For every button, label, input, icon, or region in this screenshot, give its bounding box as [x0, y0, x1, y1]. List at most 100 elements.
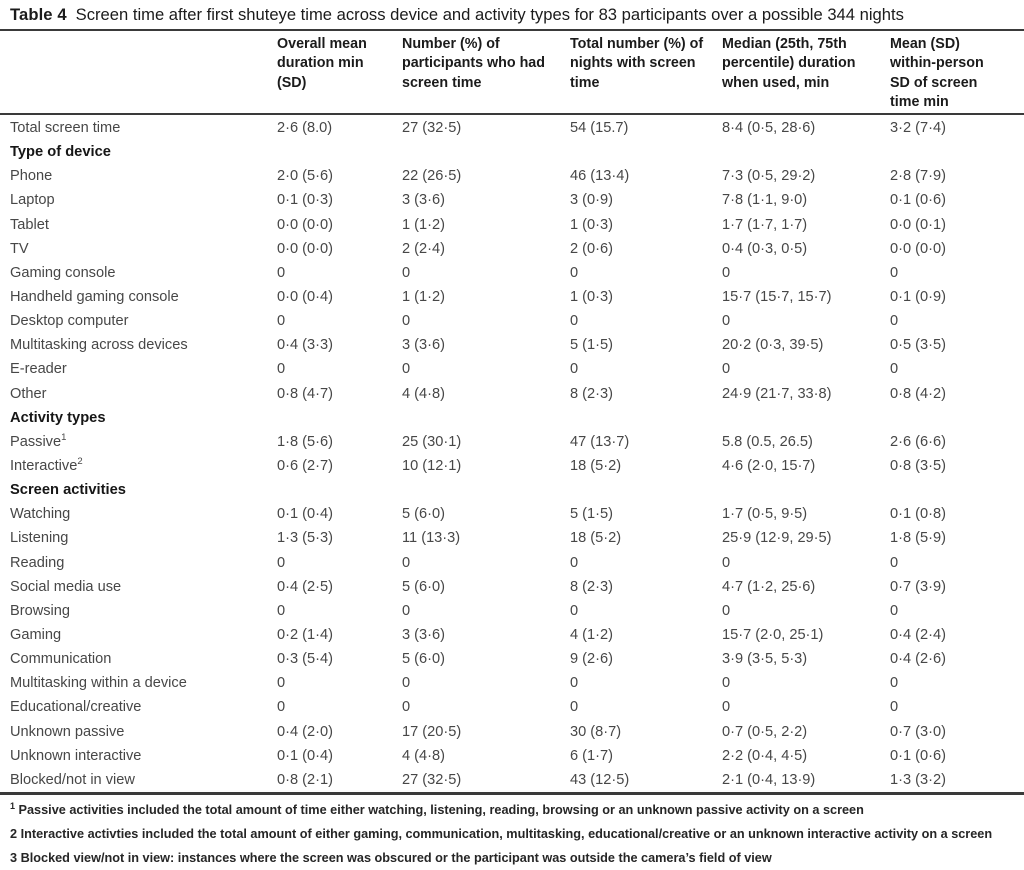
value-cell: 0·4 (2·6) [890, 651, 946, 668]
table-row: Social media use 0·4 (2·5) 5 (6·0) 8 (2·3) 4… [0, 575, 1024, 599]
value-cell: 4·7 (1·2, 25·6) [722, 578, 816, 595]
value-cell: 5 (1·5) [570, 506, 613, 523]
table-row: Watching 0·1 (0·4) 5 (6·0) 5 (1·5) 1·7 (0·5,… [0, 502, 1024, 526]
value-cell: 6 (1·7) [570, 747, 613, 764]
footnote: 2 Interactive activties included the tot… [10, 827, 993, 841]
value-cell: 2·1 (0·4, 13·9) [722, 771, 816, 788]
value-cell: 0·3 (5·4) [277, 651, 333, 668]
value-cell: 8 (2·3) [570, 578, 613, 595]
table-row: Tablet 0·0 (0·0) 1 (1·2) 1 (0·3) 1·7 (1·7, 1… [0, 213, 1024, 237]
value-cell: 0 [722, 699, 731, 716]
table-header-row: Overall mean duration min (SD) Number (%)… [0, 35, 1024, 113]
value-cell: 0 [722, 602, 731, 619]
value-cell: 0·2 (1·4) [277, 627, 333, 644]
value-cell: 0·0 (0·0) [277, 240, 333, 257]
value-cell: 0 [722, 554, 731, 571]
table-row: TV 0·0 (0·0) 2 (2·4) 2 (0·6) 0·4 (0·3, 0·5) 0… [0, 237, 1024, 261]
table-row: Unknown passive 0·4 (2·0) 17 (20·5) 30 (8·7… [0, 720, 1024, 744]
value-cell: 0 [277, 602, 286, 619]
value-cell: 0·7 (3·9) [890, 578, 946, 595]
value-cell: 5 (6·0) [402, 651, 445, 668]
footnote-marker: 1 [61, 432, 67, 444]
row-label: Educational/creative [10, 699, 142, 716]
value-cell: 1·7 (1·7, 1·7) [722, 216, 808, 233]
table-row: E-reader 0 0 0 0 0 [0, 357, 1024, 381]
value-cell: 47 (13·7) [570, 433, 630, 450]
value-cell: 18 (5·2) [570, 458, 622, 475]
row-label-header-spacer [0, 35, 277, 113]
row-label: Social media use [10, 578, 122, 595]
column-header: Number (%) of participants who had scree… [402, 36, 545, 91]
value-cell: 0 [277, 554, 286, 571]
value-cell: 7·8 (1·1, 9·0) [722, 192, 808, 209]
value-cell: 3 (3·6) [402, 337, 445, 354]
row-label: Phone [10, 168, 53, 185]
row-label: Passive1 [10, 432, 67, 450]
table-row: Reading 0 0 0 0 0 [0, 551, 1024, 575]
value-cell: 46 (13·4) [570, 168, 630, 185]
value-cell: 0·0 (0·0) [890, 240, 946, 257]
value-cell: 0 [890, 264, 899, 281]
table-row: Interactive2 0·6 (2·7) 10 (12·1) 18 (5·2) 4·… [0, 454, 1024, 478]
value-cell: 0·5 (3·5) [890, 337, 946, 354]
value-cell: 27 (32·5) [402, 771, 462, 788]
table-row: Gaming 0·2 (1·4) 3 (3·6) 4 (1·2) 15·7 (2·0, … [0, 623, 1024, 647]
table-row: Unknown interactive 0·1 (0·4) 4 (4·8) 6 (1·… [0, 744, 1024, 768]
section-row: Activity types [0, 406, 1024, 430]
value-cell: 1 (1·2) [402, 216, 445, 233]
value-cell: 5 (6·0) [402, 578, 445, 595]
value-cell: 3 (3·6) [402, 192, 445, 209]
value-cell: 5.8 (0.5, 26.5) [722, 433, 813, 450]
table-row: Desktop computer 0 0 0 0 0 [0, 309, 1024, 333]
table-row: Multitasking within a device 0 0 0 0 0 [0, 671, 1024, 695]
value-cell: 3 (3·6) [402, 627, 445, 644]
value-cell: 4 (1·2) [570, 627, 613, 644]
row-label: Browsing [10, 602, 71, 619]
table-number-label: Table 4 [10, 5, 67, 24]
value-cell: 0 [890, 361, 899, 378]
value-cell: 25·9 (12·9, 29·5) [722, 530, 832, 547]
table-row: Browsing 0 0 0 0 0 [0, 599, 1024, 623]
table-row: Multitasking across devices 0·4 (3·3) 3 (3… [0, 333, 1024, 357]
value-cell: 1·7 (0·5, 9·5) [722, 506, 808, 523]
value-cell: 0 [570, 313, 579, 330]
value-cell: 0·8 (4·7) [277, 385, 333, 402]
value-cell: 0 [277, 361, 286, 378]
value-cell: 30 (8·7) [570, 723, 622, 740]
value-cell: 0 [402, 264, 411, 281]
row-label: Total screen time [10, 120, 121, 137]
row-label: Unknown interactive [10, 747, 142, 764]
value-cell: 0·4 (2·0) [277, 723, 333, 740]
value-cell: 0 [890, 675, 899, 692]
value-cell: 17 (20·5) [402, 723, 462, 740]
row-label: Reading [10, 554, 65, 571]
table-row: Educational/creative 0 0 0 0 0 [0, 695, 1024, 719]
value-cell: 4·6 (2·0, 15·7) [722, 458, 816, 475]
row-label: Blocked/not in view [10, 771, 135, 788]
row-label: Other [10, 385, 47, 402]
value-cell: 22 (26·5) [402, 168, 462, 185]
value-cell: 0 [277, 313, 286, 330]
value-cell: 0 [277, 675, 286, 692]
value-cell: 0·0 (0·4) [277, 289, 333, 306]
row-label: Type of device [10, 144, 111, 161]
value-cell: 0 [277, 699, 286, 716]
row-label: Listening [10, 530, 69, 547]
table-caption-text: Screen time after first shuteye time acr… [75, 5, 904, 24]
value-cell: 0 [402, 699, 411, 716]
footnote-marker: 1 [10, 800, 16, 811]
row-label: TV [10, 240, 29, 257]
value-cell: 0 [570, 264, 579, 281]
value-cell: 0·1 (0·8) [890, 506, 946, 523]
value-cell: 8 (2·3) [570, 385, 613, 402]
value-cell: 10 (12·1) [402, 458, 462, 475]
value-cell: 1 (1·2) [402, 289, 445, 306]
value-cell: 2·6 (6·6) [890, 433, 946, 450]
column-header: Median (25th, 75th percentile) duration … [722, 36, 856, 91]
value-cell: 0 [277, 264, 286, 281]
value-cell: 1 (0·3) [570, 289, 613, 306]
value-cell: 0 [570, 699, 579, 716]
value-cell: 0·7 (0·5, 2·2) [722, 723, 808, 740]
value-cell: 18 (5·2) [570, 530, 622, 547]
value-cell: 15·7 (15·7, 15·7) [722, 289, 832, 306]
